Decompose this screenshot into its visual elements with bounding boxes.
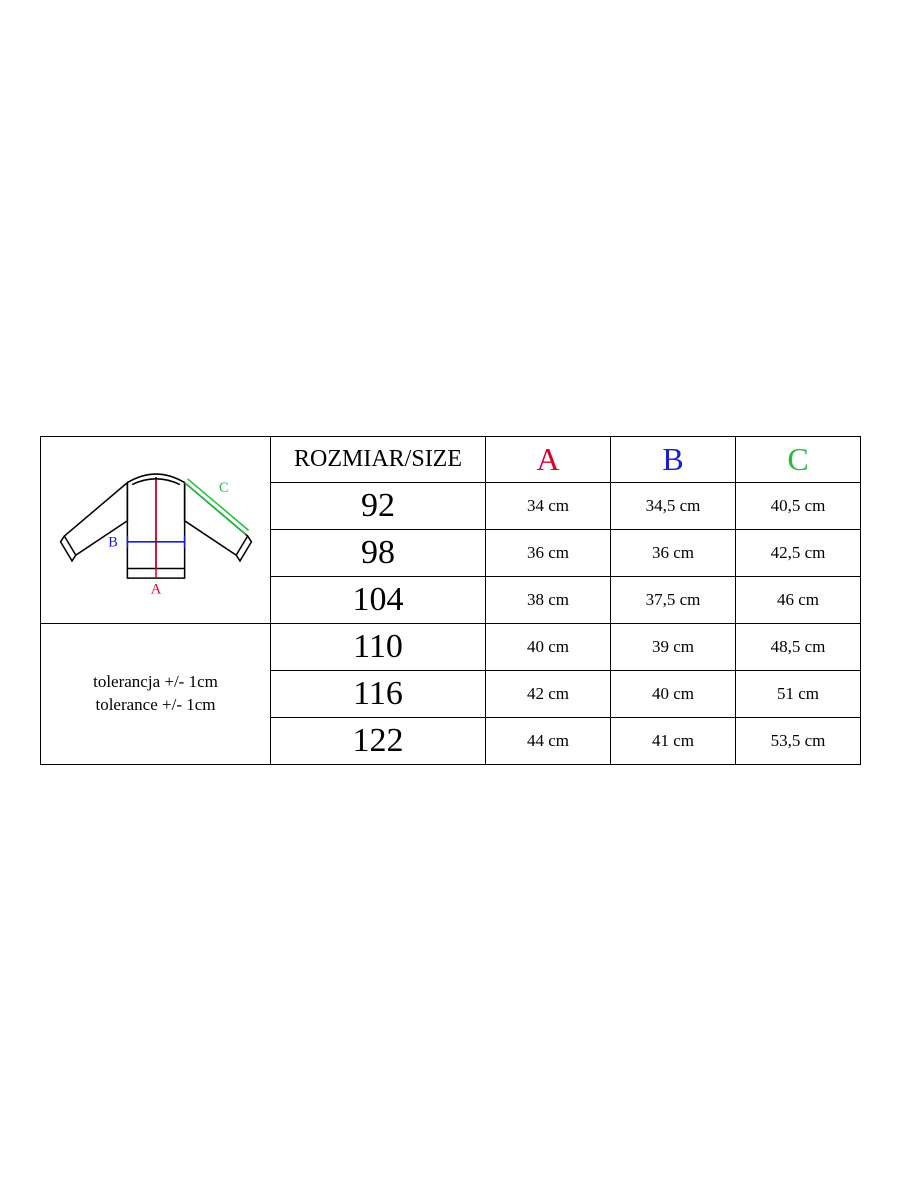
measure-a: A (150, 479, 161, 597)
size-cell: 116 (271, 670, 486, 717)
diagram-cell: A B C (41, 436, 271, 623)
measure-b: B (108, 534, 184, 550)
val-c: 42,5 cm (736, 529, 861, 576)
val-b: 41 cm (611, 717, 736, 764)
val-a: 40 cm (486, 623, 611, 670)
val-c: 51 cm (736, 670, 861, 717)
val-a: 44 cm (486, 717, 611, 764)
header-size: ROZMIAR/SIZE (271, 436, 486, 482)
val-c: 53,5 cm (736, 717, 861, 764)
header-b: B (611, 436, 736, 482)
tolerance-line1: tolerancja +/- 1cm (93, 672, 218, 691)
val-b: 37,5 cm (611, 576, 736, 623)
table-row: tolerancja +/- 1cm tolerance +/- 1cm 110… (41, 623, 861, 670)
val-a: 42 cm (486, 670, 611, 717)
table-header-row: A B C (41, 436, 861, 482)
val-c: 40,5 cm (736, 482, 861, 529)
tolerance-cell: tolerancja +/- 1cm tolerance +/- 1cm (41, 623, 271, 764)
label-b: B (108, 534, 118, 550)
val-a: 38 cm (486, 576, 611, 623)
val-a: 34 cm (486, 482, 611, 529)
val-b: 40 cm (611, 670, 736, 717)
size-cell: 110 (271, 623, 486, 670)
size-cell: 104 (271, 576, 486, 623)
header-c: C (736, 436, 861, 482)
tolerance-line2: tolerance +/- 1cm (95, 695, 215, 714)
val-b: 34,5 cm (611, 482, 736, 529)
size-table: A B C (40, 436, 861, 765)
header-a: A (486, 436, 611, 482)
label-a: A (150, 581, 161, 597)
size-cell: 122 (271, 717, 486, 764)
val-c: 48,5 cm (736, 623, 861, 670)
val-b: 36 cm (611, 529, 736, 576)
val-a: 36 cm (486, 529, 611, 576)
label-c: C (219, 480, 229, 496)
garment-diagram: A B C (51, 455, 261, 600)
measure-c: C (184, 478, 248, 533)
val-b: 39 cm (611, 623, 736, 670)
size-cell: 92 (271, 482, 486, 529)
size-cell: 98 (271, 529, 486, 576)
size-chart: A B C (40, 436, 860, 765)
val-c: 46 cm (736, 576, 861, 623)
